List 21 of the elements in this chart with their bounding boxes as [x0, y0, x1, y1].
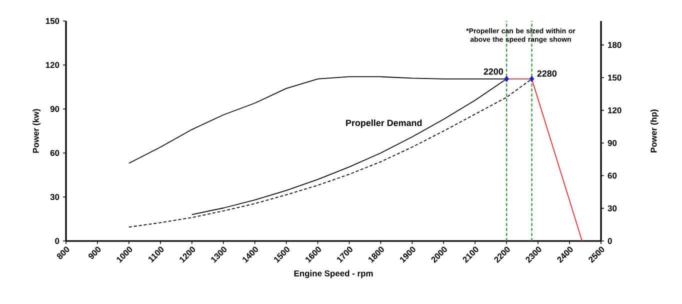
y-tick-label: 0 — [55, 238, 60, 244]
y2-tick-label: 90 — [608, 140, 617, 146]
annotation: 2200 — [484, 68, 504, 75]
y-tick-label: 90 — [50, 106, 60, 112]
annotation: Propeller Demand — [346, 119, 422, 128]
annotation: 2280 — [537, 70, 557, 77]
y2-axis-title: Power (hp) — [650, 110, 658, 152]
y2-tick-label: 60 — [608, 172, 617, 179]
y2-tick-label: 180 — [608, 42, 622, 48]
y-tick-label: 120 — [46, 62, 60, 68]
x-tick-label: 800 — [56, 246, 70, 260]
y2-tick-label: 30 — [608, 205, 617, 212]
y-axis-title: Power (kw) — [32, 109, 41, 153]
x-axis-title: Engine Speed - rpm — [294, 270, 373, 278]
y2-tick-label: 150 — [608, 74, 622, 81]
y2-tick-label: 120 — [608, 107, 622, 114]
x-tick-label: 900 — [88, 246, 101, 259]
y2-tick-label: 0 — [608, 238, 612, 244]
y-tick-label: 60 — [50, 150, 60, 156]
y-tick-label: 30 — [50, 194, 60, 200]
y-tick-label: 150 — [46, 18, 60, 24]
